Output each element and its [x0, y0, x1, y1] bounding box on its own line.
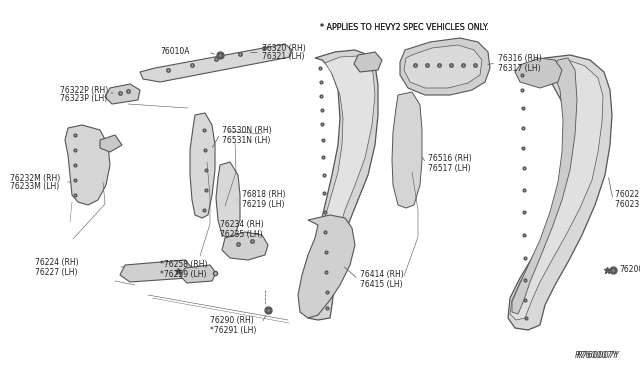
- Text: *76258 (RH): *76258 (RH): [160, 260, 207, 269]
- Polygon shape: [140, 44, 292, 82]
- Text: 76323P (LH): 76323P (LH): [60, 94, 108, 103]
- Polygon shape: [510, 60, 603, 320]
- Text: *76291 (LH): *76291 (LH): [210, 326, 257, 334]
- Text: 76023 (LH): 76023 (LH): [615, 201, 640, 209]
- Text: R760007Y: R760007Y: [575, 350, 618, 359]
- Text: * APPLIES TO HEVY2 SPEC VEHICLES ONLY.: * APPLIES TO HEVY2 SPEC VEHICLES ONLY.: [320, 23, 488, 32]
- Polygon shape: [120, 260, 192, 282]
- Text: 76235 (LH): 76235 (LH): [220, 230, 262, 238]
- Text: 76227 (LH): 76227 (LH): [35, 267, 77, 276]
- Text: 76224 (RH): 76224 (RH): [35, 259, 79, 267]
- Polygon shape: [515, 58, 562, 88]
- Polygon shape: [190, 113, 215, 218]
- Polygon shape: [308, 56, 375, 312]
- Text: 76219 (LH): 76219 (LH): [242, 199, 285, 208]
- Text: *76259 (LH): *76259 (LH): [160, 270, 207, 279]
- Text: 76818 (RH): 76818 (RH): [242, 190, 285, 199]
- Text: 76200C: 76200C: [619, 266, 640, 275]
- Text: 76322P (RH): 76322P (RH): [60, 86, 108, 94]
- Text: 76232M (RH): 76232M (RH): [10, 173, 60, 183]
- Text: 76415 (LH): 76415 (LH): [360, 280, 403, 289]
- Text: 76517 (LH): 76517 (LH): [428, 164, 470, 173]
- Text: R760007Y: R760007Y: [577, 350, 620, 359]
- Text: 76022 (RH): 76022 (RH): [615, 190, 640, 199]
- Text: 76316 (RH): 76316 (RH): [498, 54, 541, 62]
- Polygon shape: [392, 92, 422, 208]
- Text: 76234 (RH): 76234 (RH): [220, 221, 264, 230]
- Polygon shape: [180, 265, 216, 283]
- Text: 76320 (RH): 76320 (RH): [262, 44, 306, 52]
- Polygon shape: [65, 125, 110, 205]
- Text: 76010A: 76010A: [160, 48, 189, 57]
- Text: * APPLIES TO HEVY2 SPEC VEHICLES ONLY.: * APPLIES TO HEVY2 SPEC VEHICLES ONLY.: [320, 23, 488, 32]
- Polygon shape: [400, 38, 490, 95]
- Polygon shape: [222, 232, 268, 260]
- Text: 76530N (RH): 76530N (RH): [222, 125, 271, 135]
- Polygon shape: [508, 55, 612, 330]
- Text: 76531N (LH): 76531N (LH): [222, 135, 270, 144]
- Polygon shape: [298, 215, 355, 318]
- Text: 76233M (LH): 76233M (LH): [10, 183, 60, 192]
- Polygon shape: [512, 58, 577, 314]
- Polygon shape: [100, 135, 122, 152]
- Polygon shape: [404, 45, 482, 88]
- Text: 76317 (LH): 76317 (LH): [498, 64, 541, 73]
- Polygon shape: [354, 52, 382, 72]
- Polygon shape: [105, 84, 140, 104]
- Text: 76321 (LH): 76321 (LH): [262, 52, 305, 61]
- Text: 76290 (RH): 76290 (RH): [210, 315, 253, 324]
- Polygon shape: [305, 50, 378, 320]
- Text: 76414 (RH): 76414 (RH): [360, 270, 404, 279]
- Text: 76516 (RH): 76516 (RH): [428, 154, 472, 163]
- Polygon shape: [216, 162, 240, 238]
